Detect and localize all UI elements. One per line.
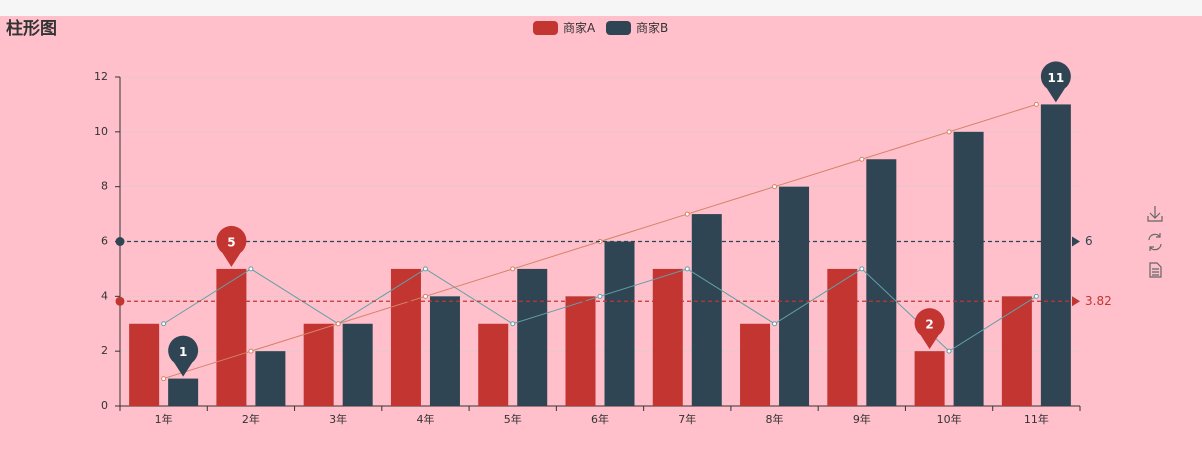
bar xyxy=(429,296,460,406)
y-tick-label: 8 xyxy=(101,180,108,193)
chart-title: 柱形图 xyxy=(6,18,57,39)
mark-pin-label: 11 xyxy=(1048,71,1065,85)
toolbox xyxy=(1147,206,1163,278)
line-point xyxy=(772,321,778,327)
bar xyxy=(1001,296,1032,406)
y-tick-label: 4 xyxy=(101,289,108,302)
line-point xyxy=(510,321,516,327)
line-point xyxy=(859,266,865,272)
line-point xyxy=(946,348,952,354)
save-glyph xyxy=(1147,206,1163,222)
mark-pin-label: 5 xyxy=(227,235,235,249)
bar xyxy=(866,159,897,406)
bar xyxy=(652,268,683,406)
x-tick-label: 2年 xyxy=(242,412,260,426)
line-point xyxy=(422,293,428,299)
bar xyxy=(255,351,286,406)
line-point xyxy=(684,266,690,272)
x-tick-label: 1年 xyxy=(155,412,173,426)
browser-bar xyxy=(0,0,1202,16)
line-point xyxy=(684,211,690,217)
legend-item[interactable]: 商家A xyxy=(533,20,596,35)
legend-item[interactable]: 商家B xyxy=(606,20,668,35)
data-view-glyph xyxy=(1149,262,1162,278)
x-tick-label: 4年 xyxy=(416,412,434,426)
y-tick-label: 2 xyxy=(101,344,108,357)
line-point xyxy=(859,156,865,162)
bar xyxy=(342,323,373,406)
x-tick-label: 7年 xyxy=(678,412,696,426)
legend-label: 商家B xyxy=(636,20,668,35)
bar xyxy=(303,323,334,406)
legend-swatch xyxy=(533,21,558,35)
average-start xyxy=(115,237,125,246)
line-point xyxy=(335,321,341,327)
bar xyxy=(604,241,635,406)
average-start xyxy=(115,296,125,306)
bar xyxy=(914,351,945,406)
bar xyxy=(565,296,596,406)
save-icon[interactable] xyxy=(1147,206,1163,222)
x-tick-label: 8年 xyxy=(766,412,784,426)
line-point xyxy=(422,266,428,272)
line-point xyxy=(946,129,952,135)
average-label: 6 xyxy=(1085,234,1093,248)
bar xyxy=(953,131,984,407)
bar xyxy=(779,186,810,406)
x-tick-label: 9年 xyxy=(853,412,871,426)
legend-swatch xyxy=(606,21,631,35)
bar xyxy=(740,323,771,406)
y-tick-label: 6 xyxy=(101,235,108,248)
x-tick-label: 11年 xyxy=(1024,412,1049,426)
bar xyxy=(129,323,160,406)
line-point xyxy=(1033,101,1039,107)
x-tick-label: 10年 xyxy=(937,412,962,426)
average-arrow xyxy=(1072,236,1080,247)
y-tick-label: 0 xyxy=(101,399,108,412)
bar xyxy=(691,214,722,406)
restore-icon[interactable] xyxy=(1148,233,1162,251)
line-point xyxy=(772,184,778,190)
bar xyxy=(216,268,247,406)
line-point xyxy=(161,376,167,382)
line-point xyxy=(510,266,516,272)
x-tick-label: 6年 xyxy=(591,412,609,426)
bar xyxy=(517,268,548,406)
bar xyxy=(827,268,858,406)
mark-pin-label: 1 xyxy=(179,345,187,359)
bar xyxy=(478,323,509,406)
line-point xyxy=(1033,293,1039,299)
mark-pin xyxy=(168,335,199,377)
line-point xyxy=(248,266,254,272)
average-arrow xyxy=(1072,296,1080,307)
restore-glyph xyxy=(1148,233,1162,251)
average-label: 3.82 xyxy=(1085,294,1112,308)
bar xyxy=(1040,104,1071,407)
legend-label: 商家A xyxy=(563,20,596,35)
y-tick-label: 10 xyxy=(94,125,108,138)
bar xyxy=(168,378,199,406)
x-tick-label: 5年 xyxy=(504,412,522,426)
mark-pin-label: 2 xyxy=(925,318,933,332)
data-view-icon[interactable] xyxy=(1149,262,1162,278)
line-point xyxy=(161,321,167,327)
x-tick-label: 3年 xyxy=(329,412,347,426)
line-point xyxy=(597,293,603,299)
bar xyxy=(390,268,421,406)
mark-pin xyxy=(216,225,247,267)
line-point xyxy=(248,348,254,354)
mark-pin xyxy=(1040,61,1071,103)
y-tick-label: 12 xyxy=(94,70,108,83)
mark-pin xyxy=(914,308,945,350)
